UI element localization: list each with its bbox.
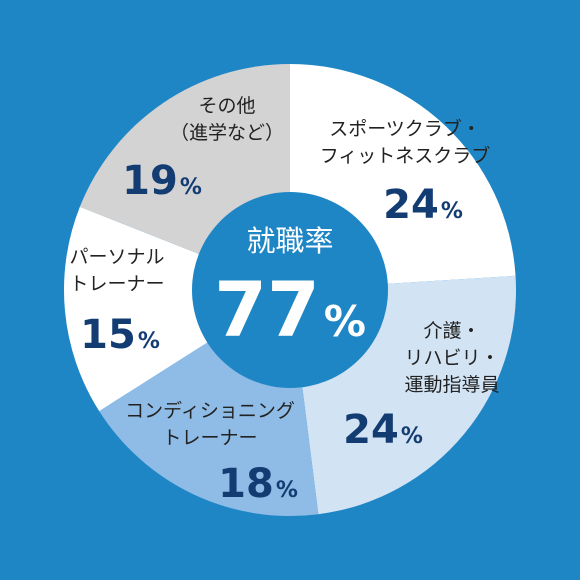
slice-value-1: 24% — [383, 182, 463, 228]
slice-label-line: 運動指導員 — [404, 374, 499, 396]
slice-label-2: 介護・リハビリ・運動指導員 — [404, 320, 499, 396]
slice-label-line: 介護・ — [423, 320, 480, 342]
slice-value-unit: % — [401, 424, 423, 449]
slice-label-line: トレーナー — [69, 273, 164, 295]
slice-label-line: （進学など） — [170, 122, 284, 144]
slice-value-number: 24 — [383, 182, 439, 228]
pie-slice-4 — [63, 206, 290, 412]
slice-value-unit: % — [276, 478, 298, 503]
slice-label-1: スポーツクラブ・フィットネスクラブ — [320, 117, 491, 167]
slice-value-number: 19 — [122, 158, 178, 204]
slice-value-3: 18% — [218, 461, 298, 507]
slice-label-line: コンディショニング — [125, 400, 295, 422]
slice-value-number: 24 — [343, 407, 399, 453]
slice-label-4: パーソナルトレーナー — [69, 246, 164, 295]
slice-value-number: 15 — [80, 312, 136, 358]
slice-label-line: スポーツクラブ・ — [329, 117, 481, 140]
center-rate: 77% — [214, 265, 366, 354]
center-hole — [192, 192, 388, 388]
slice-label-line: リハビリ・ — [404, 347, 499, 369]
center-rate-unit: % — [324, 297, 366, 346]
slice-label-line: フィットネスクラブ — [320, 144, 491, 167]
slice-label-5: その他 （進学など） — [170, 95, 284, 144]
slice-value-2: 24% — [343, 407, 423, 453]
slice-value-unit: % — [441, 199, 463, 224]
slice-value-unit: % — [138, 329, 160, 354]
center-title: 就職率 — [246, 224, 333, 258]
slice-label-3: コンディショニングトレーナー — [125, 400, 295, 449]
slice-value-5: 19% — [122, 158, 202, 204]
slice-label-line: その他 — [198, 95, 255, 117]
slice-value-4: 15% — [80, 312, 160, 358]
slice-value-unit: % — [180, 175, 202, 200]
slice-value-number: 18 — [218, 461, 274, 507]
slice-label-line: パーソナル — [69, 246, 164, 268]
center-rate-value: 77 — [214, 265, 320, 354]
slice-label-line: トレーナー — [162, 427, 257, 449]
